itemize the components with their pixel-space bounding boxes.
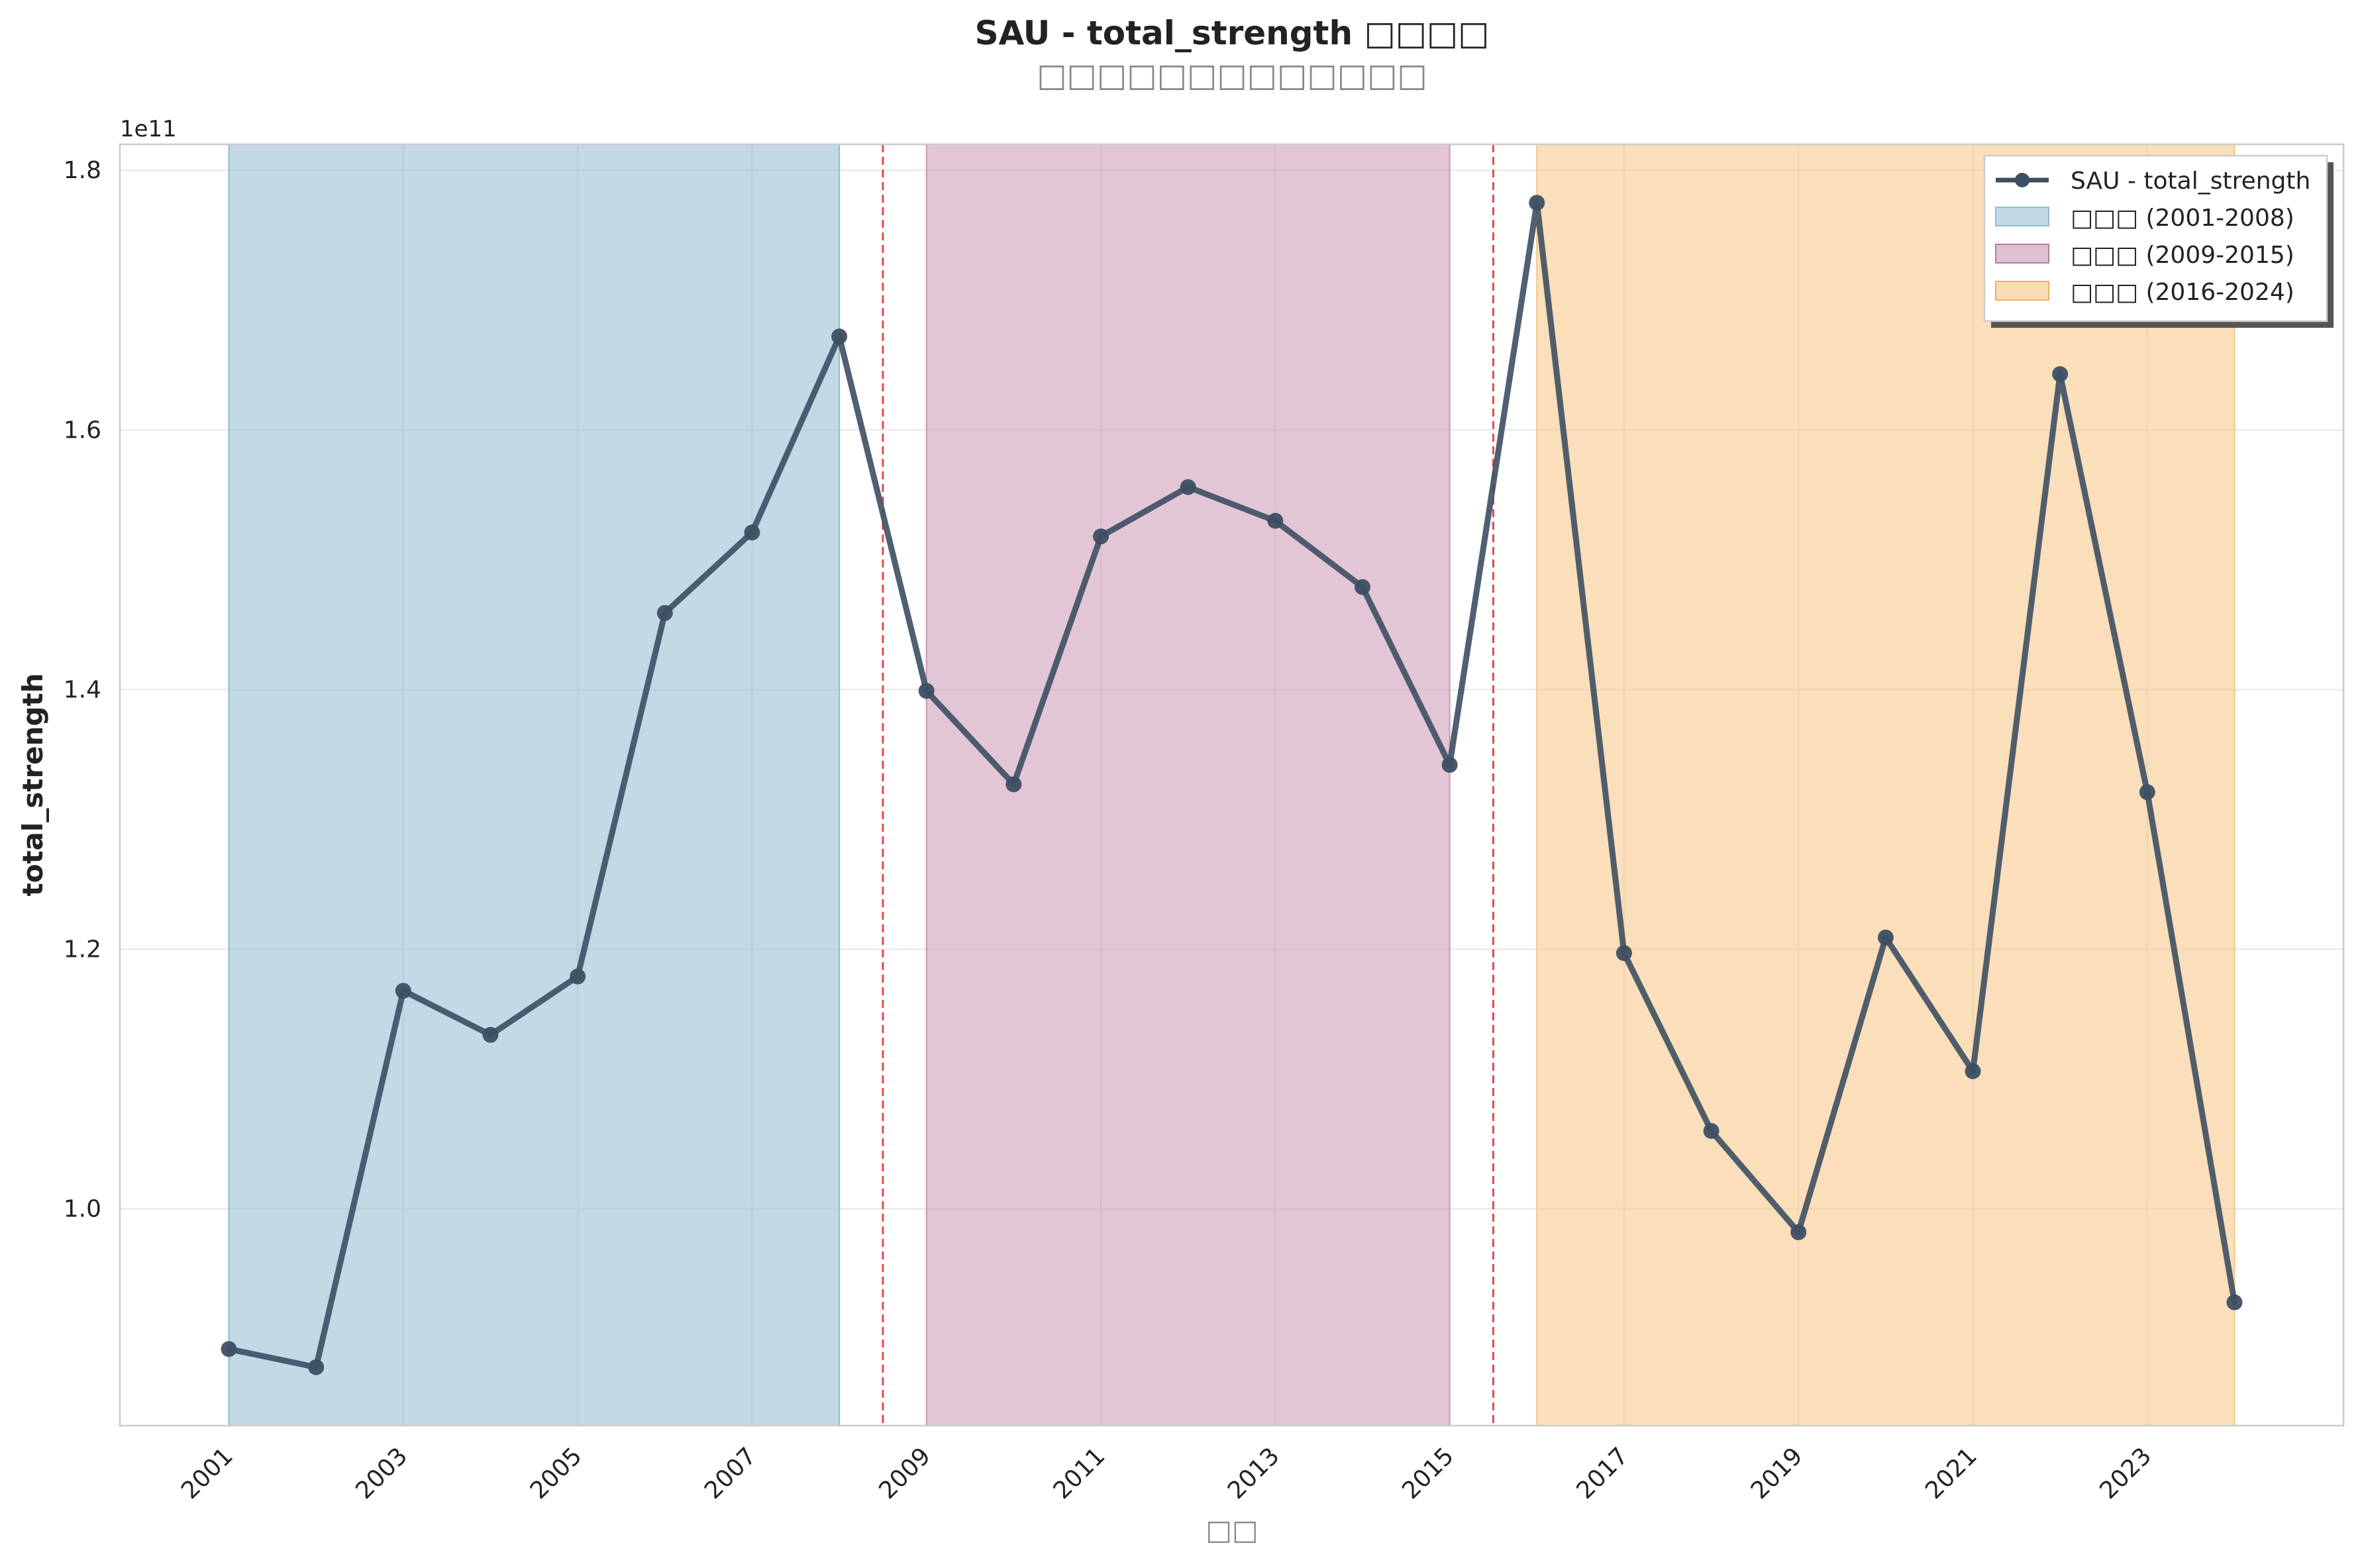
x-tick-label-2003: 2003 [350,1442,413,1504]
x-tick-label-2009: 2009 [874,1442,936,1504]
data-point-2001 [221,1341,237,1357]
data-point-2024 [2226,1294,2243,1310]
data-point-2021 [1965,1063,1981,1079]
chart-subtitle: □□□□□□□□□□□□□ [1037,57,1427,94]
data-point-2003 [395,983,411,999]
x-axis-ticks: 2001 2003 2005 2007 2009 2011 2013 2015 2017 2019… [176,1442,2157,1504]
x-axis-label: □□ [1206,1514,1258,1546]
data-point-2005 [570,968,586,985]
x-tick-label-2007: 2007 [699,1442,762,1504]
chart-title: SAU - total_strength □□□□ [975,14,1490,52]
legend-swatch-period-2 [1995,244,2049,264]
data-point-2002 [308,1359,325,1375]
y-tick-label-2: 1.4 [64,676,101,703]
x-tick-label-2019: 2019 [1746,1442,1808,1504]
period-bands [228,144,2236,1426]
data-point-2006 [656,605,673,621]
x-tick-label-2015: 2015 [1397,1442,1459,1504]
legend: SAU - total_strength □□□ (2001-2008) □□□… [1983,154,2334,328]
y-tick-label-1: 1.2 [64,936,101,963]
legend-swatch-period-3 [1995,281,2049,301]
x-tick-label-2013: 2013 [1223,1442,1285,1504]
data-point-2020 [1877,929,1894,946]
legend-swatch-period-1 [1995,207,2049,226]
data-point-2015 [1441,757,1458,773]
y-axis-label: total_strength [17,673,49,897]
x-tick-label-2005: 2005 [525,1442,588,1504]
data-point-2004 [482,1026,499,1043]
data-point-2023 [2139,784,2155,801]
y-axis-ticks: 1.0 1.2 1.4 1.6 1.8 [64,157,101,1222]
x-tick-label-2023: 2023 [2094,1442,2157,1504]
x-tick-label-2011: 2011 [1049,1442,1111,1504]
data-point-2018 [1703,1122,1720,1139]
x-tick-label-2021: 2021 [1920,1442,1982,1504]
data-point-2007 [744,524,760,541]
data-point-2016 [1529,195,1545,211]
series-line [226,199,2237,1371]
y-tick-label-0: 1.0 [64,1196,101,1223]
data-point-2010 [1005,776,1022,793]
data-point-2009 [918,683,935,699]
legend-label-period-3: □□□ (2016-2024) [2071,279,2294,306]
data-point-2022 [2052,366,2069,383]
period-band-1 [228,144,841,1426]
plot-frame [119,143,2345,1427]
data-point-2019 [1790,1224,1807,1240]
data-point-2013 [1267,513,1284,529]
data-point-2011 [1093,528,1109,545]
x-tick-label-2001: 2001 [176,1442,238,1504]
series [221,195,2243,1375]
y-offset-label: 1e11 [120,116,177,142]
period-band-3 [1536,144,2236,1426]
data-point-2014 [1354,579,1370,595]
period-band-2 [925,144,1451,1426]
data-point-2008 [831,328,848,345]
legend-label-period-2: □□□ (2009-2015) [2071,242,2294,269]
y-tick-label-4: 1.8 [64,157,101,184]
data-point-2012 [1180,479,1196,495]
legend-label-series: SAU - total_strength [2071,168,2310,195]
y-tick-label-3: 1.6 [64,416,101,444]
legend-label-period-1: □□□ (2001-2008) [2071,205,2294,232]
data-point-2017 [1616,945,1632,961]
legend-marker-swatch [2015,173,2030,187]
x-tick-label-2017: 2017 [1571,1442,1633,1504]
